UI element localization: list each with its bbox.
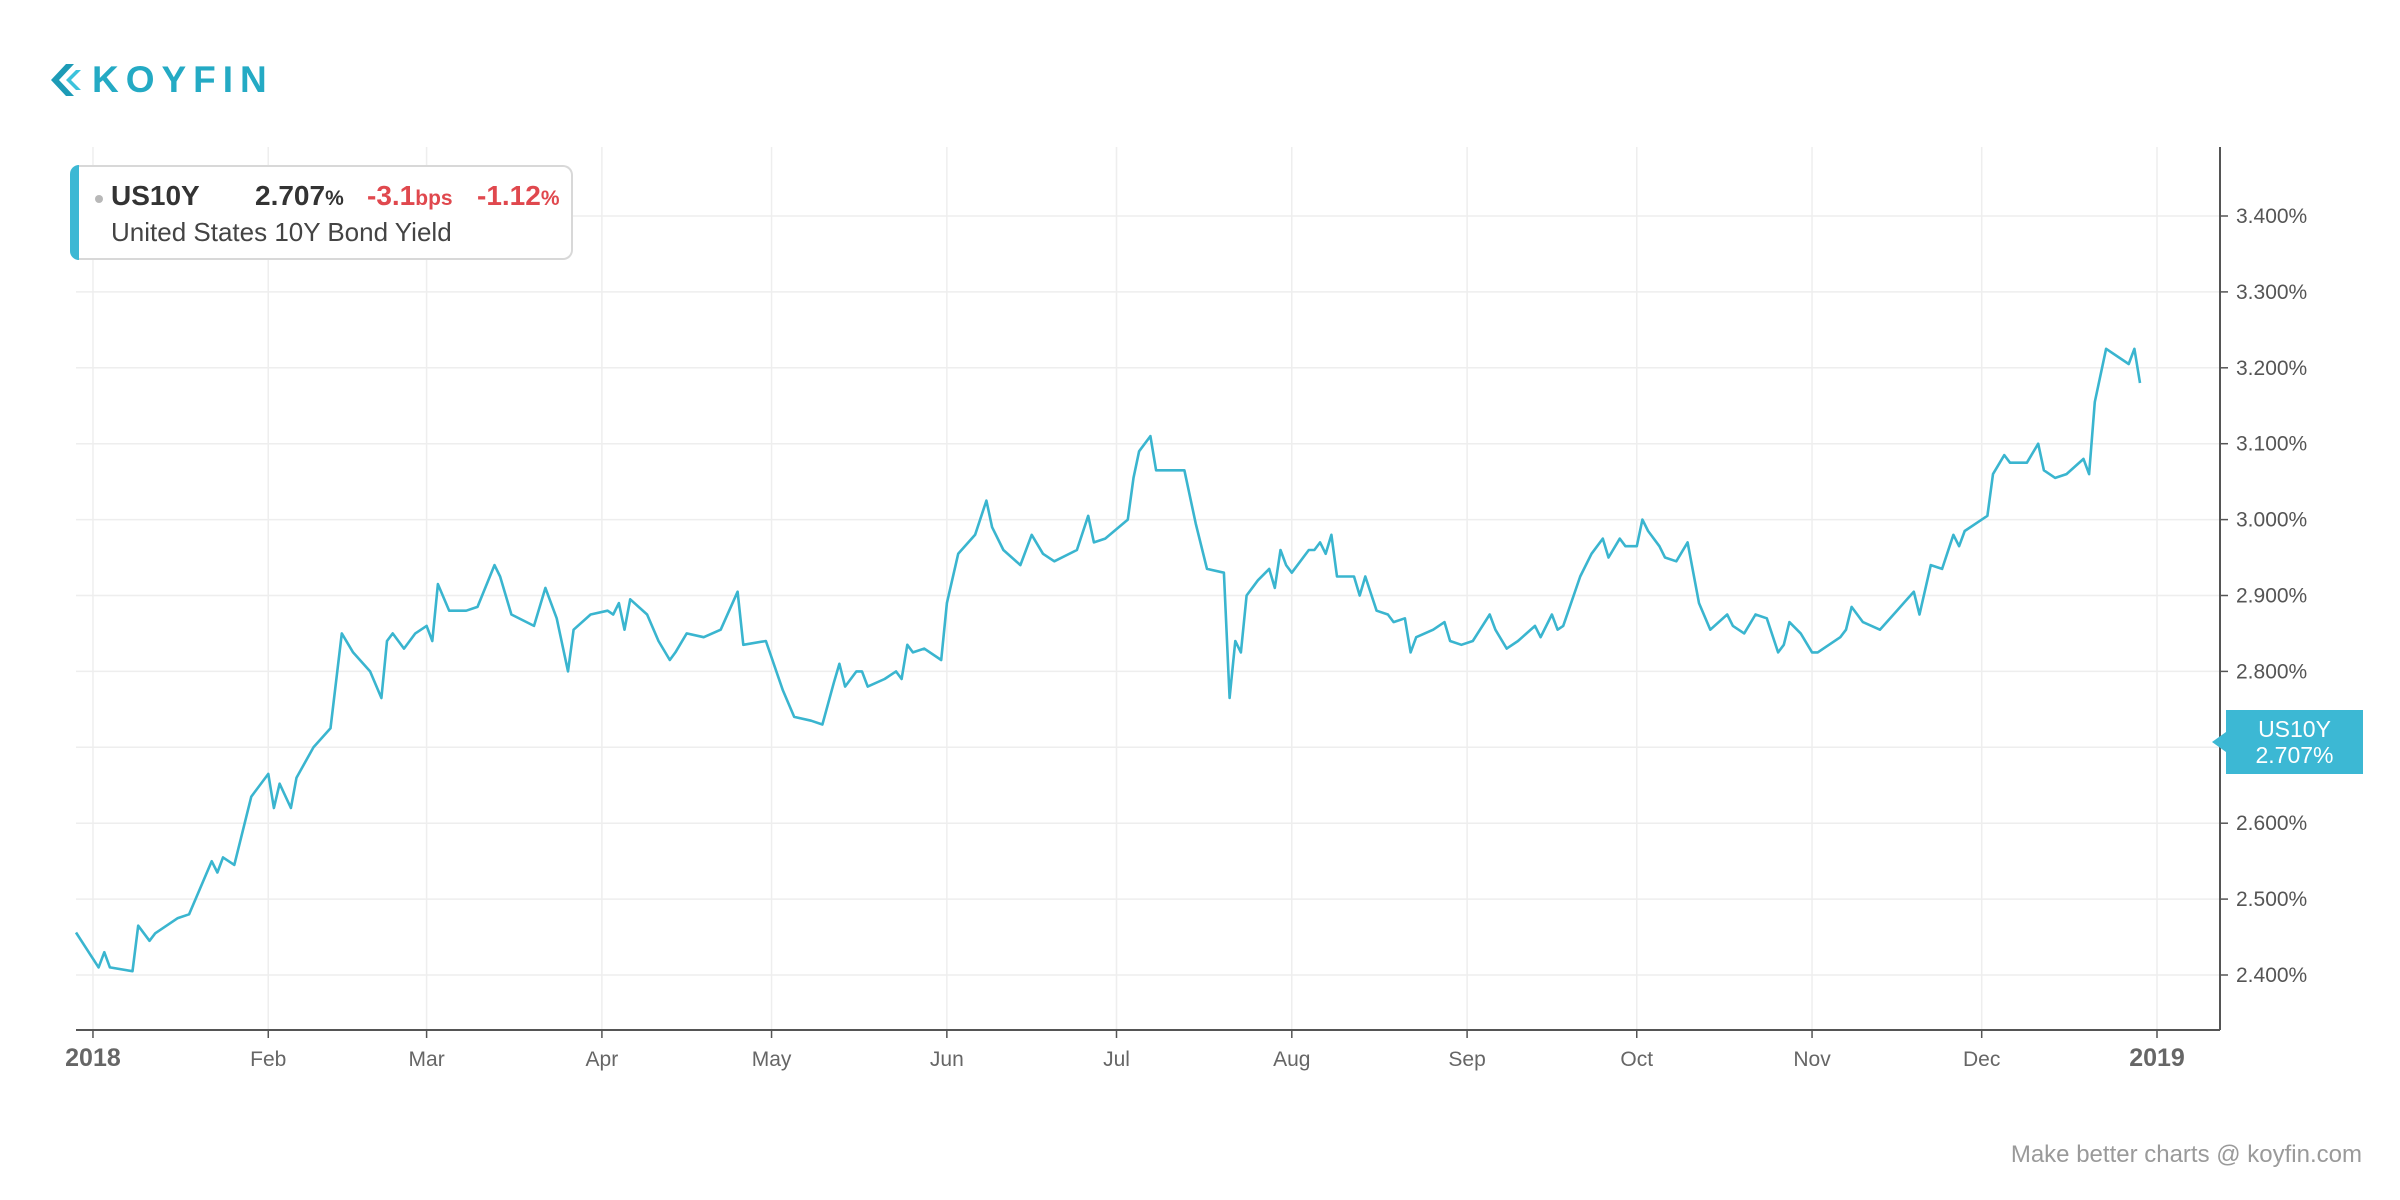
y-tick-label: 2.800% xyxy=(2236,660,2307,683)
x-tick-label: Jun xyxy=(930,1048,964,1071)
legend-ticker: US10Y xyxy=(111,180,200,211)
legend-change-pct: -1.12% xyxy=(477,180,560,211)
legend-dot-icon xyxy=(95,195,103,203)
y-tick-label: 2.900% xyxy=(2236,585,2307,608)
x-tick-label: Nov xyxy=(1793,1048,1831,1071)
x-ticks: 2018 Feb Mar Apr May Jun Jul Aug Sep Oct Nov Dec 201… xyxy=(65,1030,2185,1072)
x-tick-label: 2019 xyxy=(2129,1044,2185,1072)
legend-box[interactable]: US10Y 2.707% -3.1bps -1.12% United State… xyxy=(70,165,573,260)
x-tick-label: Aug xyxy=(1273,1048,1310,1071)
grid xyxy=(76,147,2220,1030)
y-tick-label: 2.600% xyxy=(2236,812,2307,835)
y-tick-label: 2.400% xyxy=(2236,964,2307,987)
x-tick-label: Apr xyxy=(586,1048,619,1071)
y-tick-label: 3.100% xyxy=(2236,433,2307,456)
price-tag: US10Y 2.707% xyxy=(2226,710,2363,774)
y-tick-label: 3.400% xyxy=(2236,205,2307,228)
credit-text[interactable]: Make better charts @ koyfin.com xyxy=(2010,1141,2362,1168)
logo-text: KOYFIN xyxy=(92,59,274,100)
x-tick-label: Dec xyxy=(1963,1048,2000,1071)
x-tick-label: Oct xyxy=(1620,1048,1653,1071)
legend-value: 2.707% xyxy=(255,180,344,211)
x-tick-label: Sep xyxy=(1448,1048,1485,1071)
y-tick-label: 2.500% xyxy=(2236,888,2307,911)
x-tick-label: 2018 xyxy=(65,1044,121,1072)
y-tick-label: 3.000% xyxy=(2236,509,2307,532)
koyfin-chevron-icon xyxy=(51,64,81,96)
y-ticks: 2.400% 2.500% 2.600% 2.800% 2.900% 3.000% 3.10… xyxy=(2220,205,2307,987)
x-tick-label: Jul xyxy=(1103,1048,1130,1071)
series-line-us10y xyxy=(74,347,2142,973)
y-tick-label: 3.300% xyxy=(2236,281,2307,304)
koyfin-logo[interactable]: KOYFIN xyxy=(48,59,274,100)
axes xyxy=(76,147,2221,1031)
price-tag-pointer xyxy=(2212,732,2226,752)
legend-change-bps: -3.1bps xyxy=(367,180,453,211)
price-tag-value: 2.707% xyxy=(2255,742,2334,768)
y-tick-label: 3.200% xyxy=(2236,357,2307,380)
legend-color-bar xyxy=(70,165,79,260)
x-tick-label: May xyxy=(752,1048,792,1071)
price-tag-ticker: US10Y xyxy=(2258,716,2331,742)
x-tick-label: Feb xyxy=(250,1048,286,1071)
x-tick-label: Mar xyxy=(409,1048,445,1071)
legend-series-name: United States 10Y Bond Yield xyxy=(111,217,452,247)
